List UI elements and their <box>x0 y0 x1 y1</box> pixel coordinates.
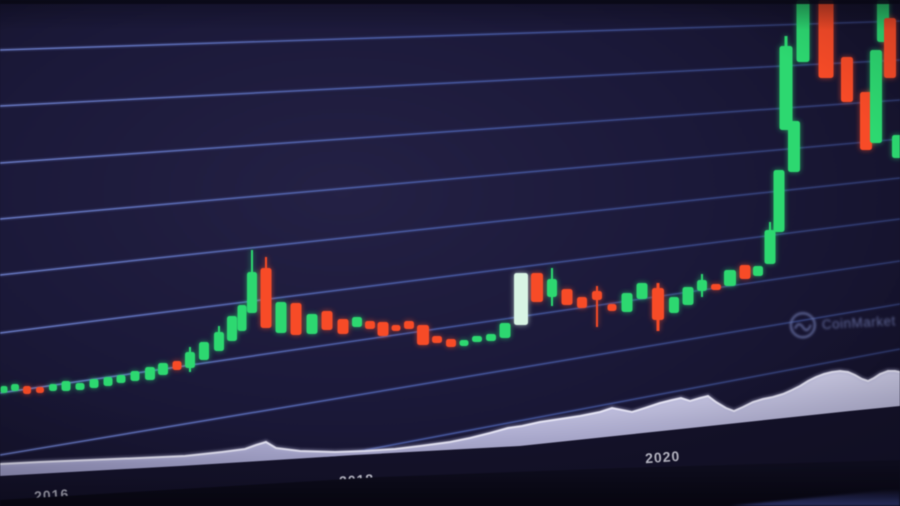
candle <box>446 339 456 347</box>
candle <box>459 340 469 346</box>
candle <box>260 268 272 328</box>
candle <box>172 361 182 370</box>
candle <box>103 377 113 386</box>
candle <box>779 46 793 130</box>
candle <box>884 18 896 78</box>
candle <box>158 363 168 375</box>
candle <box>621 293 633 312</box>
candle <box>841 57 853 102</box>
candle <box>561 289 573 305</box>
candle <box>417 325 429 345</box>
candle <box>682 287 694 305</box>
candle <box>391 325 401 331</box>
candle <box>36 387 44 393</box>
candle <box>49 384 57 391</box>
candle <box>636 283 648 299</box>
candle <box>870 50 882 143</box>
top-edge-shadow <box>0 0 900 4</box>
candle <box>116 375 126 383</box>
candle <box>130 371 140 381</box>
candle <box>75 383 85 390</box>
candle <box>499 323 511 338</box>
candle <box>365 321 375 329</box>
candle <box>697 280 707 291</box>
candle <box>669 297 679 313</box>
candle <box>892 135 900 158</box>
candle <box>199 342 209 360</box>
candle <box>764 230 776 264</box>
candle <box>652 288 664 320</box>
candle <box>275 302 287 333</box>
candle <box>788 121 800 172</box>
candle <box>753 266 763 276</box>
candle <box>472 336 482 342</box>
candle <box>145 367 155 380</box>
candle <box>724 270 736 286</box>
candle <box>237 305 247 331</box>
candle <box>185 352 195 368</box>
candle <box>247 272 257 313</box>
candle <box>61 381 71 391</box>
candle <box>432 336 442 343</box>
candle <box>0 386 8 393</box>
candle <box>290 303 302 335</box>
candle <box>796 0 810 62</box>
candle <box>352 317 362 327</box>
candle <box>23 386 31 394</box>
candle <box>711 284 721 290</box>
x-axis-label: 2020 <box>645 448 681 466</box>
candle <box>321 311 333 330</box>
candle <box>818 0 834 78</box>
candle <box>89 379 99 388</box>
candle <box>514 273 528 325</box>
candle <box>306 314 318 334</box>
candle <box>739 265 751 279</box>
candle <box>592 291 602 300</box>
candle <box>11 384 19 391</box>
candle <box>577 297 587 308</box>
candle <box>377 322 389 336</box>
candle <box>486 334 496 341</box>
candle <box>773 170 785 232</box>
candle <box>547 279 557 297</box>
candle <box>531 273 543 302</box>
candle <box>404 321 414 329</box>
candle <box>337 319 349 334</box>
candle <box>227 316 237 341</box>
candle <box>607 304 617 311</box>
candle <box>214 332 224 351</box>
